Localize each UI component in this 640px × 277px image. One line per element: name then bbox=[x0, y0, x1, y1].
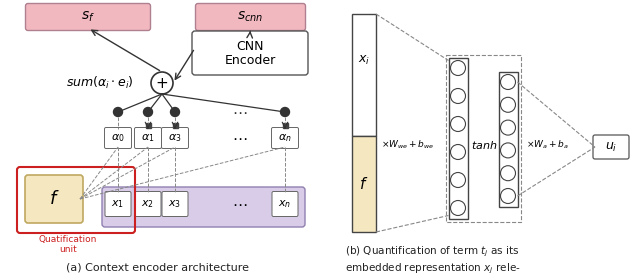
Bar bbox=[282, 122, 287, 127]
FancyBboxPatch shape bbox=[105, 191, 131, 217]
Text: $x_1$: $x_1$ bbox=[111, 198, 125, 210]
Text: $f$: $f$ bbox=[359, 176, 369, 192]
Text: $u_i$: $u_i$ bbox=[605, 140, 617, 153]
Text: $s_{cnn}$: $s_{cnn}$ bbox=[237, 10, 264, 24]
Circle shape bbox=[500, 189, 515, 204]
Bar bbox=[173, 122, 177, 127]
Text: $\cdots$: $\cdots$ bbox=[232, 196, 248, 212]
Bar bbox=[445, 55, 520, 222]
Circle shape bbox=[170, 107, 179, 117]
Bar bbox=[499, 71, 518, 206]
Text: $\alpha_1$: $\alpha_1$ bbox=[141, 132, 155, 144]
Circle shape bbox=[451, 173, 465, 188]
FancyBboxPatch shape bbox=[26, 4, 150, 30]
Text: CNN: CNN bbox=[236, 40, 264, 53]
Text: $\times W_a+b_a$: $\times W_a+b_a$ bbox=[525, 139, 568, 151]
FancyBboxPatch shape bbox=[161, 127, 189, 148]
Text: $\alpha_0$: $\alpha_0$ bbox=[111, 132, 125, 144]
Circle shape bbox=[113, 107, 122, 117]
Bar bbox=[352, 14, 376, 136]
Text: $sum(\alpha_i \cdot e_i)$: $sum(\alpha_i \cdot e_i)$ bbox=[66, 75, 134, 91]
Bar bbox=[449, 58, 467, 219]
Circle shape bbox=[451, 145, 465, 160]
Circle shape bbox=[500, 143, 515, 158]
Text: $\times W_{we}+b_{we}$: $\times W_{we}+b_{we}$ bbox=[381, 139, 435, 151]
Text: (a) Context encoder architecture: (a) Context encoder architecture bbox=[67, 263, 250, 273]
Text: $\alpha_3$: $\alpha_3$ bbox=[168, 132, 182, 144]
Text: $tanh$: $tanh$ bbox=[471, 139, 497, 151]
Circle shape bbox=[500, 166, 515, 181]
Text: $x_2$: $x_2$ bbox=[141, 198, 154, 210]
FancyBboxPatch shape bbox=[25, 175, 83, 223]
Text: $f$: $f$ bbox=[49, 190, 60, 208]
FancyBboxPatch shape bbox=[134, 127, 161, 148]
Text: $+$: $+$ bbox=[156, 76, 168, 91]
FancyBboxPatch shape bbox=[271, 127, 298, 148]
Text: Encoder: Encoder bbox=[225, 53, 276, 66]
Circle shape bbox=[500, 75, 515, 89]
Text: $x_i$: $x_i$ bbox=[358, 54, 370, 67]
Text: $x_n$: $x_n$ bbox=[278, 198, 292, 210]
FancyBboxPatch shape bbox=[104, 127, 131, 148]
FancyBboxPatch shape bbox=[195, 4, 305, 30]
Circle shape bbox=[280, 107, 289, 117]
Circle shape bbox=[451, 201, 465, 216]
Circle shape bbox=[500, 97, 515, 112]
Text: $\alpha_n$: $\alpha_n$ bbox=[278, 132, 292, 144]
Circle shape bbox=[451, 88, 465, 104]
Circle shape bbox=[500, 120, 515, 135]
Circle shape bbox=[451, 117, 465, 132]
Circle shape bbox=[143, 107, 152, 117]
Text: Quatification
unit: Quatification unit bbox=[39, 235, 97, 254]
Bar bbox=[352, 136, 376, 232]
FancyBboxPatch shape bbox=[102, 187, 305, 227]
FancyBboxPatch shape bbox=[272, 191, 298, 217]
Text: (b) Quantification of term $t_j$ as its
embedded representation $x_j$ rele-
vanc: (b) Quantification of term $t_j$ as its … bbox=[345, 245, 521, 277]
Text: $\cdots$: $\cdots$ bbox=[232, 104, 248, 119]
Circle shape bbox=[451, 60, 465, 76]
Text: $\cdots$: $\cdots$ bbox=[232, 130, 248, 145]
FancyBboxPatch shape bbox=[162, 191, 188, 217]
FancyBboxPatch shape bbox=[192, 31, 308, 75]
FancyBboxPatch shape bbox=[593, 135, 629, 159]
Text: $s_f$: $s_f$ bbox=[81, 10, 95, 24]
FancyBboxPatch shape bbox=[135, 191, 161, 217]
Bar bbox=[145, 122, 150, 127]
Text: $x_3$: $x_3$ bbox=[168, 198, 182, 210]
Circle shape bbox=[151, 72, 173, 94]
